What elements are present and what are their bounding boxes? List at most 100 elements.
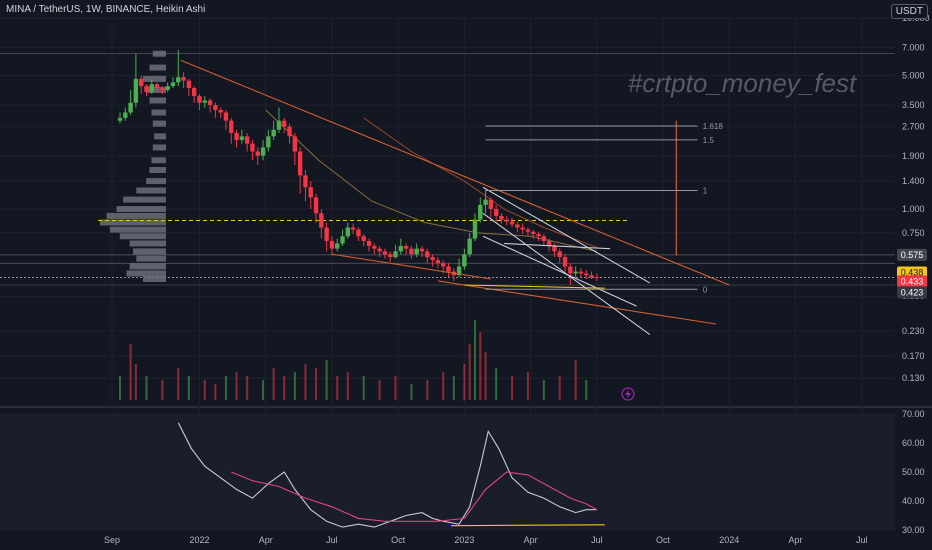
candle-body (462, 254, 467, 267)
volume-profile-bar (149, 167, 166, 174)
candle-body (536, 233, 541, 237)
candle-body (504, 219, 509, 222)
candle-body (419, 248, 425, 252)
candle-body (366, 240, 372, 247)
candle-body (488, 199, 494, 209)
candle-body (467, 238, 472, 255)
pane-separator (0, 406, 932, 408)
candle-body (292, 136, 298, 152)
candle-body (361, 236, 366, 241)
candle-body (573, 271, 578, 274)
candle-body (589, 275, 594, 278)
volume-bar (224, 376, 227, 400)
trend-line (504, 242, 611, 250)
candle-body (324, 227, 329, 241)
volume-profile-bar (151, 157, 166, 164)
volume-bar (479, 332, 482, 400)
candle-body (271, 129, 276, 137)
candle-body (483, 199, 488, 205)
lightning-icon[interactable] (621, 387, 635, 401)
fib-label: 0 (703, 285, 708, 294)
volume-profile-bar (142, 276, 166, 283)
x-tick-label: Oct (391, 535, 406, 545)
candle-body (303, 175, 308, 188)
candle-body (525, 229, 531, 232)
trend-line (482, 186, 651, 284)
currency-button[interactable]: USDT (890, 4, 928, 19)
y-tick-label: 1.000 (902, 204, 925, 214)
volume-bar (574, 360, 577, 400)
price-label: 0.433 (901, 276, 924, 286)
candle-body (499, 215, 504, 220)
volume-bar (283, 376, 286, 400)
candle-body (403, 246, 409, 249)
volume-bar (426, 380, 429, 400)
price-label-bg (897, 286, 927, 299)
candle-body (218, 109, 223, 113)
volume-bar (410, 384, 413, 400)
candle-body (584, 273, 589, 276)
x-tick-label: 2024 (719, 535, 739, 545)
candle-body (546, 240, 552, 247)
candle-body (287, 126, 292, 137)
candle-body (520, 227, 525, 230)
indicator-lines (265, 109, 598, 252)
candle-body (191, 88, 197, 97)
volume-profile-bar (109, 226, 166, 233)
fib-label: 1.5 (703, 136, 715, 145)
candle-body (319, 213, 324, 228)
candle-body (377, 248, 382, 252)
volume-profile (98, 50, 630, 283)
candle-body (435, 260, 441, 264)
candle-body (223, 112, 229, 121)
candle-body (414, 248, 419, 255)
volume-profile-bar (154, 133, 166, 140)
candle-body (430, 257, 435, 261)
volume-bars (119, 320, 588, 400)
x-tick-label: 2022 (189, 535, 209, 545)
rsi-tick-label: 40.00 (902, 496, 925, 506)
candle-body (308, 187, 313, 198)
x-tick-label: Apr (524, 535, 538, 545)
candle-body (562, 257, 568, 267)
volume-bar (362, 376, 365, 400)
candle-body (260, 147, 266, 156)
volume-bar (511, 376, 514, 400)
candle-body (356, 229, 361, 237)
fib-label: 1.618 (703, 122, 724, 131)
volume-bar (177, 368, 180, 400)
y-tick-label: 0.230 (902, 326, 925, 336)
candles (117, 49, 600, 286)
rsi-series-line (451, 524, 605, 527)
y-tick-label: 1.400 (902, 176, 925, 186)
drawings: 1.618 1.5 1 0 (180, 59, 730, 336)
volume-profile-bar (146, 178, 166, 185)
candle-body (372, 246, 377, 249)
y-tick-label: 1.900 (902, 151, 925, 161)
candle-body (594, 277, 600, 279)
candle-body (197, 96, 202, 103)
candle-body (255, 151, 260, 156)
rsi-series-line (231, 471, 598, 522)
rsi-tick-label: 60.00 (902, 438, 925, 448)
volume-bar (336, 376, 339, 400)
y-tick-label: 5.000 (902, 70, 925, 80)
volume-profile-bar (151, 109, 166, 116)
candle-body (244, 136, 250, 144)
volume-profile-bar (149, 97, 166, 104)
candle-body (541, 236, 547, 241)
volume-bar (304, 364, 307, 400)
candle-body (282, 120, 287, 127)
rsi-tick-label: 70.00 (902, 409, 925, 419)
candle-body (213, 105, 218, 110)
x-tick-label: Sep (104, 535, 120, 545)
candle-body (149, 84, 154, 92)
volume-profile-bar (152, 120, 166, 127)
candle-body (493, 209, 499, 216)
volume-bar (484, 352, 487, 400)
chart-header[interactable]: MINA / TetherUS, 1W, BINANCE, Heikin Ash… (6, 4, 206, 15)
x-tick-label: 2023 (454, 535, 474, 545)
candle-body (186, 80, 192, 89)
price-label: 0.423 (901, 287, 924, 297)
